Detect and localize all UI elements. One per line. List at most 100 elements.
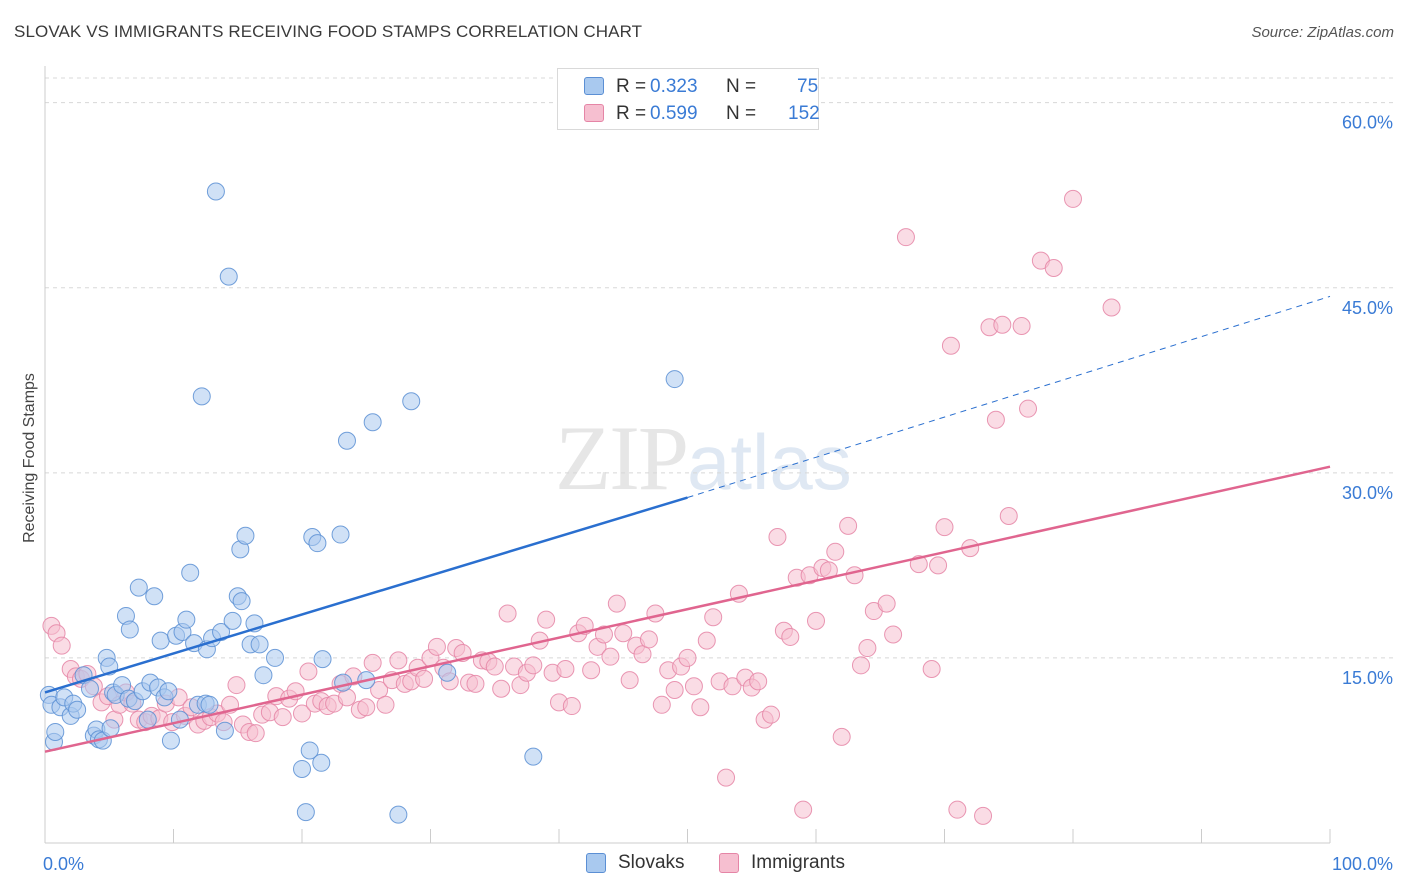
y-tick-label: 30.0% bbox=[1342, 483, 1393, 503]
slovak-trend-extension bbox=[687, 295, 1331, 498]
slovak-point bbox=[331, 525, 350, 544]
y-tick-label: 60.0% bbox=[1342, 113, 1393, 133]
immigrant-point bbox=[537, 610, 556, 629]
immigrant-point bbox=[993, 315, 1012, 334]
immigrant-point bbox=[935, 518, 954, 537]
slovak-point bbox=[266, 648, 285, 667]
immigrant-point bbox=[832, 727, 851, 746]
immigrant-point bbox=[614, 624, 633, 643]
slovak-point bbox=[313, 650, 332, 669]
immigrant-point bbox=[941, 336, 960, 355]
immigrant-point bbox=[246, 724, 265, 743]
immigrant-point bbox=[1044, 259, 1063, 278]
immigrant-point bbox=[273, 708, 292, 727]
slovak-point bbox=[206, 182, 225, 201]
slovak-point bbox=[177, 610, 196, 629]
immigrant-point bbox=[858, 639, 877, 658]
immigrant-point bbox=[1019, 399, 1038, 418]
slovak-point bbox=[363, 413, 382, 432]
slovak-point bbox=[159, 682, 178, 701]
legend-n-label: N = bbox=[726, 76, 757, 97]
immigrant-point bbox=[633, 645, 652, 664]
bottom-legend-swatch-slovaks bbox=[586, 853, 606, 873]
x-tick-label: 100.0% bbox=[1332, 854, 1393, 874]
slovak-point bbox=[215, 721, 234, 740]
immigrant-point bbox=[498, 604, 517, 623]
slovak-point bbox=[402, 392, 421, 411]
immigrant-point bbox=[582, 661, 601, 680]
x-tick-label: 0.0% bbox=[43, 854, 84, 874]
slovak-point bbox=[236, 526, 255, 545]
legend-r-value: 0.323 bbox=[650, 76, 698, 97]
slovak-point bbox=[151, 631, 170, 650]
immigrant-point bbox=[594, 625, 613, 644]
legend-n-label: N = bbox=[726, 103, 757, 124]
correlation-legend: R = 0.323 N = 75 R = 0.599 N = 152 bbox=[557, 68, 820, 130]
legend-r-label: R = bbox=[616, 103, 647, 124]
immigrant-point bbox=[884, 625, 903, 644]
watermark-atlas: atlas bbox=[687, 418, 852, 506]
chart-title: SLOVAK VS IMMIGRANTS RECEIVING FOOD STAM… bbox=[14, 22, 643, 41]
immigrant-point bbox=[948, 800, 967, 819]
bottom-legend-swatch-immigrants bbox=[719, 853, 739, 873]
immigrant-point bbox=[929, 556, 948, 575]
slovak-point bbox=[181, 563, 200, 582]
slovak-point bbox=[524, 747, 543, 766]
immigrant-point bbox=[607, 594, 626, 613]
slovak-point bbox=[665, 370, 684, 389]
immigrant-point bbox=[1012, 317, 1031, 336]
immigrant-point bbox=[524, 656, 543, 675]
immigrant-point bbox=[665, 681, 684, 699]
immigrant-point bbox=[652, 695, 671, 714]
source-credit: Source: ZipAtlas.com bbox=[1251, 24, 1394, 41]
immigrant-point bbox=[389, 651, 408, 670]
slovak-point bbox=[68, 700, 87, 719]
bottom-legend-label: Slovaks bbox=[618, 852, 685, 873]
immigrant-point bbox=[357, 698, 376, 717]
slovak-point bbox=[337, 431, 356, 450]
immigrant-point bbox=[749, 672, 768, 691]
immigrant-point bbox=[794, 800, 813, 819]
immigrant-point bbox=[691, 698, 710, 717]
immigrant-point bbox=[704, 608, 723, 627]
slovak-point bbox=[161, 731, 180, 750]
immigrant-point bbox=[1102, 298, 1121, 317]
watermark: ZIPatlas bbox=[555, 405, 852, 511]
legend-swatch-slovaks bbox=[584, 77, 604, 95]
slovak-point bbox=[334, 673, 353, 692]
immigrant-point bbox=[851, 656, 870, 675]
immigrant-point bbox=[781, 627, 800, 646]
slovak-point bbox=[232, 592, 251, 611]
bottom-legend-label: Immigrants bbox=[751, 852, 845, 873]
immigrant-point bbox=[697, 631, 716, 650]
immigrant-point bbox=[601, 647, 620, 666]
immigrant-trend-line bbox=[44, 465, 1331, 753]
immigrant-point bbox=[826, 542, 845, 561]
immigrant-point bbox=[999, 507, 1018, 526]
immigrant-point bbox=[922, 660, 941, 679]
immigrant-point bbox=[620, 671, 639, 690]
immigrant-point bbox=[227, 676, 246, 695]
immigrant-point bbox=[807, 611, 825, 630]
immigrant-point bbox=[684, 677, 703, 696]
immigrant-point bbox=[839, 516, 858, 535]
slovak-point bbox=[300, 741, 319, 760]
immigrant-point bbox=[845, 566, 864, 585]
slovak-point bbox=[80, 679, 99, 698]
immigrant-point bbox=[646, 604, 665, 623]
slovak-point bbox=[389, 805, 408, 824]
slovak-point bbox=[101, 719, 120, 738]
immigrant-point bbox=[376, 695, 395, 714]
legend-r-value: 0.599 bbox=[650, 103, 698, 124]
slovak-point bbox=[145, 587, 164, 606]
immigrant-point bbox=[896, 228, 915, 247]
slovak-point bbox=[254, 666, 273, 685]
y-tick-label: 45.0% bbox=[1342, 298, 1393, 318]
slovak-point bbox=[293, 759, 311, 778]
immigrant-point bbox=[492, 679, 511, 698]
slovak-point bbox=[308, 534, 327, 553]
immigrant-point bbox=[370, 681, 389, 699]
immigrant-point bbox=[1064, 189, 1082, 208]
legend-r-label: R = bbox=[616, 76, 647, 97]
